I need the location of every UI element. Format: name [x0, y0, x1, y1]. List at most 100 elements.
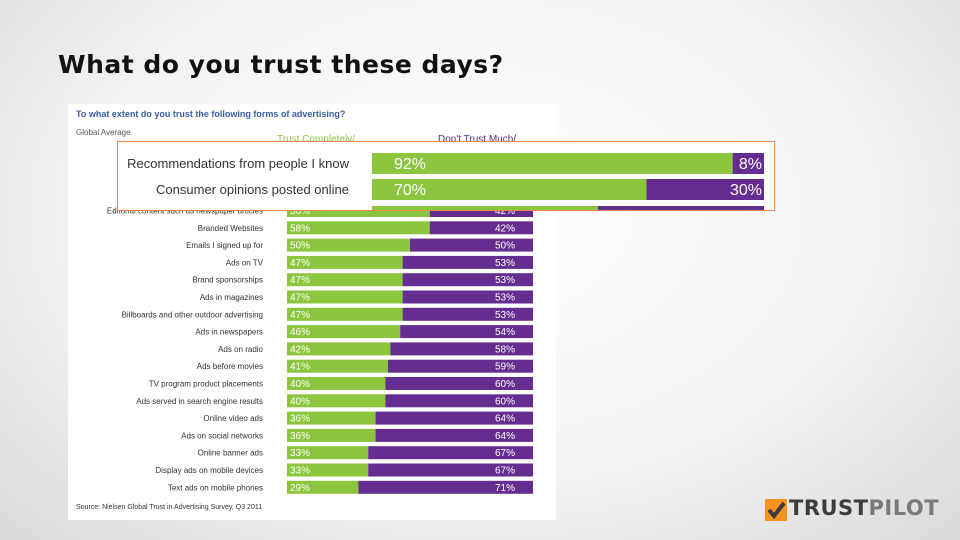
category-label: Ads on social networks [181, 431, 263, 440]
trust-value-label: 42% [290, 344, 310, 355]
trust-value-label: 47% [290, 310, 310, 321]
category-label: Billboards and other outdoor advertising [122, 310, 263, 319]
distrust-bar [402, 290, 533, 304]
distrust-bar [387, 359, 533, 373]
distrust-bar [400, 325, 533, 339]
distrust-header: Don't Trust Much/ [438, 134, 517, 145]
category-label: Ads in newspapers [195, 328, 263, 337]
survey-question: To what extent do you trust the followin… [76, 109, 346, 119]
distrust-bar [358, 480, 533, 494]
source-note: Source: Nielsen Global Trust in Advertis… [76, 504, 263, 511]
trust-bar [287, 342, 391, 356]
distrust-bar [368, 463, 533, 477]
trust-value-label: 33% [290, 466, 310, 477]
distrust-bar [385, 377, 533, 390]
logo-wordmark: TRUSTPILOT [789, 496, 939, 520]
logo-word-trust: TRUST [789, 496, 869, 520]
distrust-value-label: 60% [495, 379, 515, 390]
trust-value-label: 41% [290, 362, 310, 373]
distrust-bar [368, 446, 533, 460]
distrust-value-label: 53% [495, 310, 515, 321]
trust-value-label: 40% [290, 396, 310, 407]
trust-bar [287, 255, 403, 269]
inset-category-label: Recommendations from people I know [127, 156, 349, 171]
distrust-bar [402, 307, 533, 321]
distrust-value-label: 42% [495, 223, 515, 234]
trust-bar [287, 428, 376, 442]
inset-trust-bar [372, 153, 733, 174]
trust-bar [287, 446, 369, 460]
trust-value-label: 47% [290, 275, 310, 286]
inset-distrust-value-label: 8% [739, 156, 762, 173]
inset-trust-value-label: 92% [394, 156, 426, 173]
distrust-value-label: 71% [495, 483, 515, 494]
trust-bar [287, 463, 369, 477]
category-label: Online video ads [203, 414, 263, 423]
trust-bar [287, 307, 403, 321]
distrust-value-label: 59% [495, 362, 515, 373]
trust-value-label: 50% [290, 241, 310, 252]
category-label: Display ads on mobile devices [155, 466, 263, 475]
distrust-value-label: 67% [495, 466, 515, 477]
category-label: Ads before movies [197, 362, 263, 371]
distrust-bar [402, 255, 533, 269]
trust-value-label: 46% [290, 327, 310, 338]
category-label: TV program product placements [149, 380, 263, 389]
category-label: Ads on TV [226, 258, 264, 267]
trust-value-label: 33% [290, 448, 310, 459]
distrust-bar [402, 273, 533, 287]
inset-partial-trust-strip [372, 206, 598, 210]
distrust-bar [410, 238, 533, 252]
trust-value-label: 58% [290, 206, 310, 217]
trust-bar [287, 394, 386, 408]
inset-distrust-value-label: 30% [730, 182, 762, 199]
distrust-value-label: 42% [495, 206, 515, 217]
distrust-value-label: 67% [495, 448, 515, 459]
category-label: Editorial content such as newspaper arti… [107, 207, 263, 216]
category-label: Text ads on mobile phones [168, 483, 263, 492]
inset-partial-distrust-strip [598, 206, 764, 210]
trust-bar [287, 238, 410, 252]
highlight-inset: Recommendations from people I know 92% 8% C… [117, 141, 775, 211]
inset-trust-bar [372, 179, 647, 200]
distrust-value-label: 64% [495, 414, 515, 425]
scope-label: Global Average [76, 128, 131, 137]
category-label: Ads served in search engine results [136, 397, 263, 406]
distrust-value-label: 53% [495, 293, 515, 304]
trust-value-label: 36% [290, 414, 310, 425]
category-label: Ads on radio [218, 345, 263, 354]
distrust-bar [375, 411, 533, 425]
inset-trust-value-label: 70% [394, 182, 426, 199]
trust-value-label: 47% [290, 293, 310, 304]
distrust-value-label: 50% [495, 241, 515, 252]
inset-distrust-bar [732, 153, 764, 174]
trust-value-label: 36% [290, 431, 310, 442]
slide-title: What do you trust these days? [58, 50, 504, 79]
checkmark-logo-icon [765, 499, 787, 521]
distrust-bar [375, 428, 533, 442]
distrust-bar [390, 342, 533, 356]
distrust-value-label: 64% [495, 431, 515, 442]
trust-bar [287, 359, 388, 373]
trust-bar [287, 377, 386, 390]
category-label: Ads in magazines [200, 293, 263, 302]
trust-header: Trust Completely/ [277, 134, 355, 145]
distrust-value-label: 53% [495, 258, 515, 269]
inset-distrust-bar [646, 179, 764, 200]
trust-value-label: 58% [290, 223, 310, 234]
trust-bar [287, 221, 430, 235]
category-label: Branded Websites [198, 224, 263, 233]
trust-bar [287, 480, 359, 494]
distrust-bar [385, 394, 533, 408]
trust-value-label: 47% [290, 258, 310, 269]
category-label: Online banner ads [198, 449, 263, 458]
category-label: Brand sponsorships [192, 276, 263, 285]
distrust-value-label: 58% [495, 344, 515, 355]
distrust-value-label: 53% [495, 275, 515, 286]
distrust-value-label: 60% [495, 396, 515, 407]
trust-bar [287, 290, 403, 304]
distrust-value-label: 54% [495, 327, 515, 338]
trust-bar [287, 273, 403, 287]
trust-value-label: 40% [290, 379, 310, 390]
logo-word-pilot: PILOT [868, 496, 940, 520]
